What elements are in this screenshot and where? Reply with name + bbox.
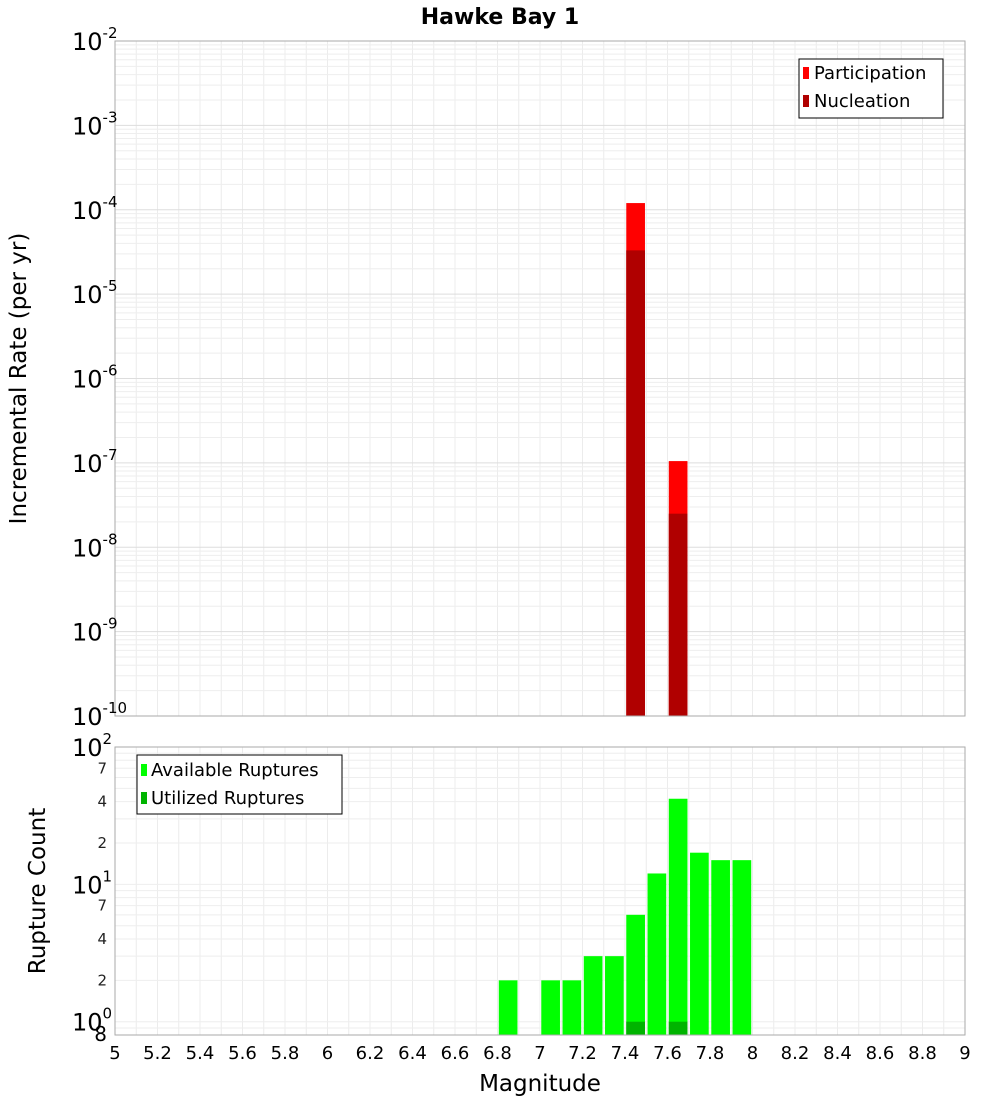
x-tick-label: 9: [959, 1043, 970, 1064]
y-minor-tick-label: 4: [97, 930, 107, 948]
y-tick-label: 10-3: [72, 108, 118, 140]
legend-swatch: [803, 95, 809, 107]
y-tick-label: 10-5: [72, 277, 118, 309]
legend-label: Utilized Ruptures: [151, 788, 304, 809]
bar-available-ruptures: [541, 980, 560, 1035]
bar-available-ruptures: [605, 956, 624, 1035]
x-tick-label: 8.8: [908, 1043, 937, 1064]
bar-available-ruptures: [562, 980, 582, 1035]
bar-utilized-ruptures: [626, 1021, 645, 1035]
count-legend: Available Ruptures Utilized Ruptures: [136, 754, 343, 815]
x-axis-label: Magnitude: [479, 1071, 601, 1097]
count-y-ticks: 102 101 100 7 4 2 7 4 2 8: [72, 730, 112, 1046]
y-minor-tick-label: 2: [97, 834, 107, 852]
legend-box: [798, 58, 944, 119]
x-tick-label: 8.6: [866, 1043, 895, 1064]
rate-plot-frame: [114, 40, 966, 717]
y-tick-label: 10-4: [72, 193, 118, 225]
y-minor-tick-label: 8: [94, 1022, 107, 1046]
y-tick-label: 10-10: [72, 699, 127, 731]
bar-nucleation: [668, 513, 688, 716]
bar-available-ruptures: [647, 873, 667, 1035]
bar-available-ruptures: [668, 798, 688, 1035]
x-tick-label: 5.2: [143, 1043, 172, 1064]
bar-available-ruptures: [498, 980, 518, 1035]
y-minor-tick-label: 2: [97, 971, 107, 989]
x-tick-label: 7.8: [696, 1043, 725, 1064]
y-tick-label: 10-8: [72, 530, 118, 562]
count-y-axis-label: Rupture Count: [25, 808, 51, 974]
legend-swatch: [141, 792, 147, 804]
legend-label: Participation: [814, 63, 926, 84]
x-tick-label: 5.4: [186, 1043, 215, 1064]
rate-legend: Participation Nucleation: [798, 58, 944, 119]
count-plot-frame: [114, 746, 966, 1036]
x-tick-label: 6.2: [356, 1043, 385, 1064]
x-tick-label: 7: [534, 1043, 545, 1064]
rate-plot: 10-2 10-3 10-4 10-5 10-6 10-7 10-8 10-9 10-10 In…: [6, 24, 966, 731]
x-tick-label: 7.4: [611, 1043, 640, 1064]
x-tick-label: 6.8: [483, 1043, 512, 1064]
rate-plot-grid: [114, 41, 966, 717]
y-tick-label: 10-9: [72, 615, 118, 647]
y-tick-label: 101: [72, 867, 112, 899]
x-tick-label: 8: [747, 1043, 758, 1064]
rate-plot-bars: [626, 203, 688, 717]
bar-nucleation: [626, 250, 645, 717]
x-tick-label: 8.4: [823, 1043, 852, 1064]
legend-box: [136, 754, 343, 815]
x-tick-label: 8.2: [781, 1043, 810, 1064]
legend-swatch: [141, 764, 147, 776]
legend-label: Nucleation: [814, 91, 910, 112]
x-tick-label: 7.6: [653, 1043, 682, 1064]
bar-utilized-ruptures: [668, 1021, 688, 1035]
rate-y-axis-label: Incremental Rate (per yr): [6, 233, 32, 525]
y-tick-label: 100: [72, 1005, 112, 1037]
bar-available-ruptures: [732, 860, 752, 1035]
bar-available-ruptures: [583, 956, 603, 1035]
y-minor-tick-label: 4: [97, 793, 107, 811]
bar-available-ruptures: [711, 860, 730, 1035]
y-tick-label: 102: [72, 730, 112, 762]
y-minor-tick-label: 7: [97, 759, 107, 777]
y-tick-label: 10-7: [72, 446, 118, 478]
x-tick-label: 6.6: [441, 1043, 470, 1064]
bar-available-ruptures: [626, 914, 645, 1035]
x-tick-label: 5.6: [228, 1043, 257, 1064]
legend-swatch: [803, 67, 809, 79]
magnitude-x-ticks: 5 5.2 5.4 5.6 5.8 6 6.2 6.4 6.6 6.8 7 7.2 7.4 7.6 7.8 8…: [109, 1043, 970, 1064]
count-plot: 102 101 100 7 4 2 7 4 2 8 5 5.2 5.4 5.6 5.8 6 6.2 6.4 6.6…: [25, 730, 971, 1097]
chart-title: Hawke Bay 1: [421, 5, 579, 30]
y-minor-tick-label: 7: [97, 897, 107, 915]
x-tick-label: 6.4: [398, 1043, 427, 1064]
y-tick-label: 10-2: [72, 24, 118, 56]
rate-y-ticks: 10-2 10-3 10-4 10-5 10-6 10-7 10-8 10-9 10-10: [72, 24, 127, 731]
y-tick-label: 10-6: [72, 362, 118, 394]
x-tick-label: 5: [109, 1043, 120, 1064]
x-tick-label: 6: [322, 1043, 333, 1064]
count-plot-bars: [498, 798, 752, 1035]
x-tick-label: 5.8: [271, 1043, 300, 1064]
x-tick-label: 7.2: [568, 1043, 597, 1064]
legend-label: Available Ruptures: [151, 760, 319, 781]
bar-available-ruptures: [690, 852, 709, 1035]
